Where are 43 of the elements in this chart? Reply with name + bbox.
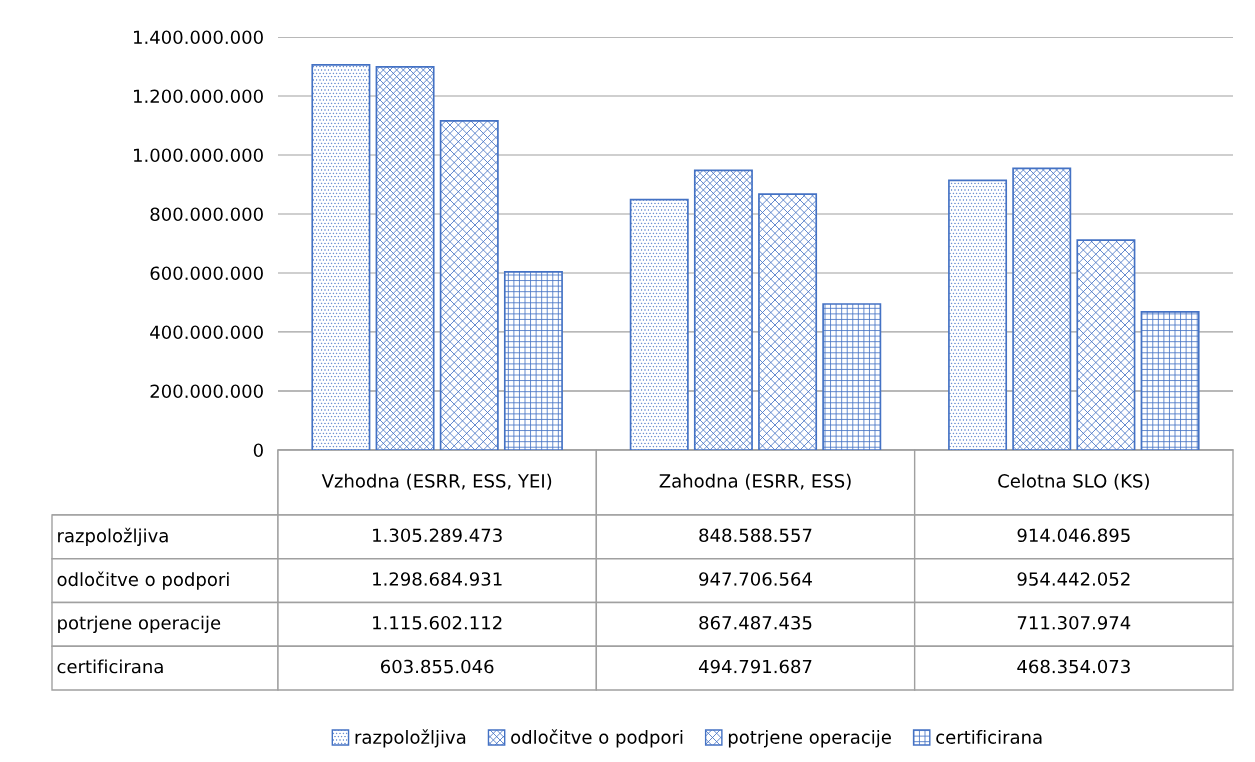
bar [1140,311,1200,450]
data-label: 494.791.687 [698,659,812,674]
legend-label: potrjene operacije [728,729,891,748]
bar [822,303,882,450]
legend-label: odločitve o podpori [511,729,683,748]
data-label: 954.442.052 [1017,572,1130,586]
legend-label: razpoložljiva [355,729,466,748]
data-label: 914.046.895 [1017,528,1130,543]
bar [439,120,499,450]
bar [375,66,435,450]
y-tick-label: 400.000.000 [150,325,263,340]
data-label: 468.354.073 [1017,659,1130,674]
bar [1012,167,1072,450]
y-tick-label: 1.000.000.000 [134,148,263,163]
text: odločitve o podpori [57,571,229,590]
data-label: 1.115.602.112 [373,615,502,630]
y-tick-label: 200.000.000 [150,384,263,399]
data-label: 711.307.974 [1017,615,1131,630]
legend-label: certificirana [936,729,1042,744]
data-label: 947.706.564 [699,572,812,586]
y-tick-label: 600.000.000 [150,266,263,281]
data-label: 867.487.435 [699,615,812,630]
data-label: 1.298.684.931 [373,572,502,586]
x-tick-label: Vzhodna (ESRR, ESS, YEI) [321,473,552,490]
bar [948,179,1008,450]
y-tick-label: 1.400.000.000 [134,30,263,45]
data-label: 1.305.289.473 [373,528,502,543]
x-tick-label: Zahodna (ESRR, ESS) [659,473,851,490]
bar [503,271,563,450]
bar [1076,239,1136,450]
y-tick-label: 0 [253,443,263,458]
text: razpoložljiva [58,527,168,546]
x-tick-label: Celotna SLO (KS) [998,473,1149,490]
text: certificirana [57,659,163,674]
bar [311,64,371,450]
bar [629,198,689,450]
y-tick-label: 1.200.000.000 [134,89,263,104]
data-label: 603.855.046 [380,659,494,674]
bar [693,169,753,450]
y-tick-label: 800.000.000 [150,207,263,222]
text: potrjene operacije [58,615,221,634]
data-label: 848.588.557 [699,528,812,543]
bar [758,193,818,450]
